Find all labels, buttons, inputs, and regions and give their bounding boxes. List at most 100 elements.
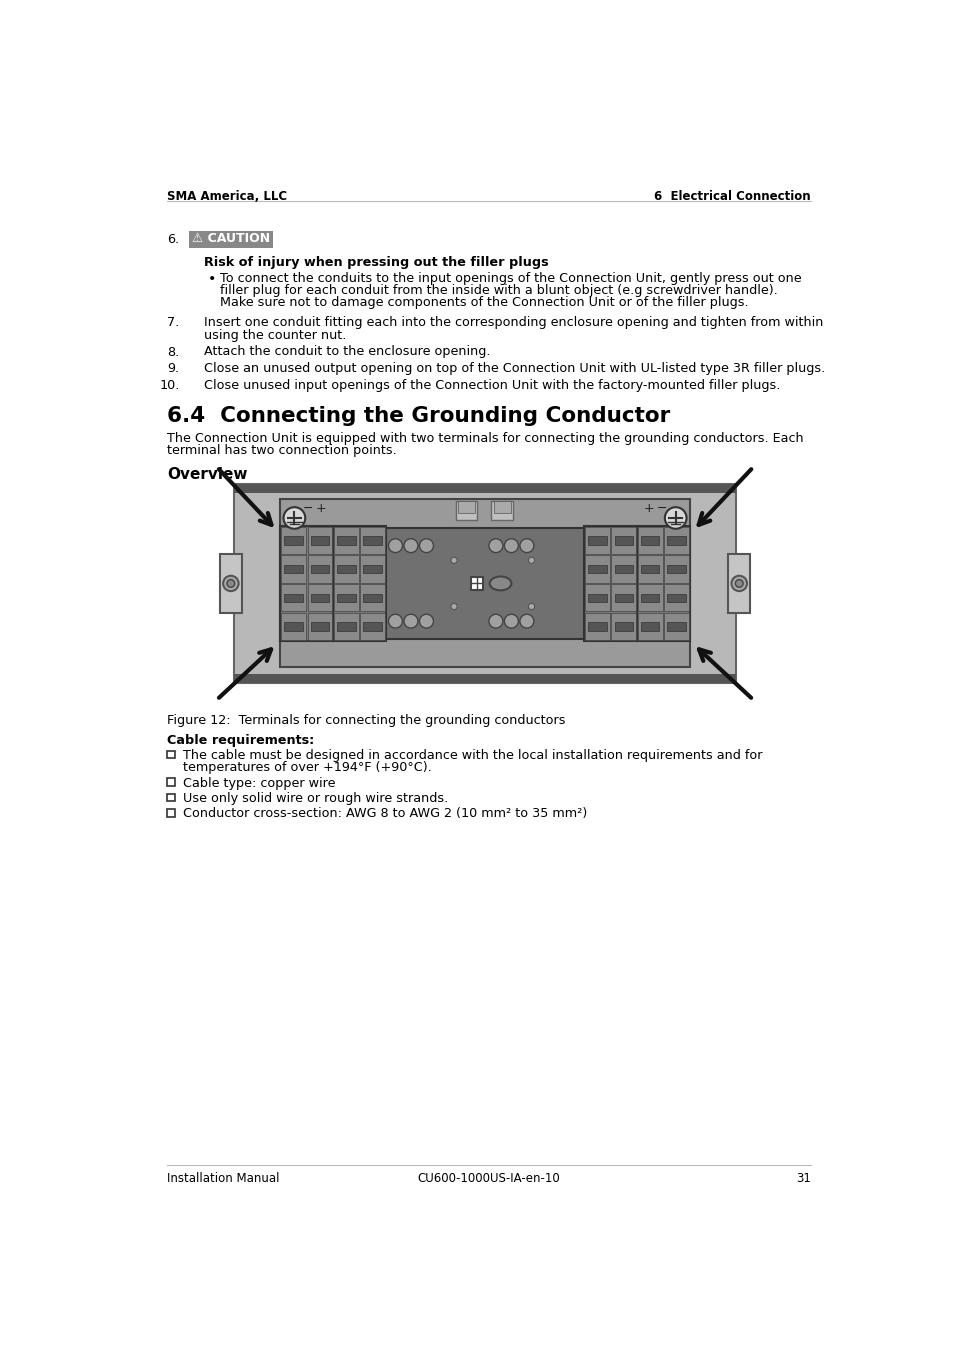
- Text: Use only solid wire or rough wire strands.: Use only solid wire or rough wire strand…: [183, 792, 448, 804]
- Text: Cable requirements:: Cable requirements:: [167, 734, 314, 746]
- Text: 5: 5: [423, 531, 429, 541]
- Text: •: •: [208, 272, 215, 285]
- Text: Risk of injury when pressing out the filler plugs: Risk of injury when pressing out the fil…: [204, 256, 549, 269]
- FancyBboxPatch shape: [334, 584, 358, 611]
- Text: Close an unused output opening on top of the Connection Unit with UL-listed type: Close an unused output opening on top of…: [204, 362, 825, 376]
- FancyBboxPatch shape: [588, 622, 606, 631]
- Text: The cable must be designed in accordance with the local installation requirement: The cable must be designed in accordance…: [183, 749, 761, 763]
- Circle shape: [388, 614, 402, 629]
- Text: 1°: 1°: [391, 531, 399, 541]
- Circle shape: [488, 614, 502, 629]
- Circle shape: [223, 576, 238, 591]
- Circle shape: [419, 538, 433, 553]
- Text: 31: 31: [795, 1172, 810, 1186]
- FancyBboxPatch shape: [281, 584, 306, 611]
- FancyBboxPatch shape: [588, 594, 606, 602]
- FancyBboxPatch shape: [233, 484, 736, 683]
- Text: Installation Manual: Installation Manual: [167, 1172, 279, 1186]
- FancyBboxPatch shape: [360, 584, 385, 611]
- FancyBboxPatch shape: [640, 565, 659, 573]
- Text: using the counter nut.: using the counter nut.: [204, 329, 347, 342]
- FancyBboxPatch shape: [360, 526, 385, 554]
- FancyBboxPatch shape: [614, 535, 633, 545]
- Text: 3°: 3°: [406, 531, 415, 541]
- Text: Insert one conduit fitting each into the corresponding enclosure opening and tig: Insert one conduit fitting each into the…: [204, 316, 823, 330]
- Circle shape: [528, 603, 534, 610]
- FancyBboxPatch shape: [728, 553, 749, 614]
- FancyBboxPatch shape: [363, 535, 381, 545]
- FancyBboxPatch shape: [637, 526, 689, 641]
- FancyBboxPatch shape: [307, 612, 332, 641]
- FancyBboxPatch shape: [663, 526, 688, 554]
- FancyBboxPatch shape: [663, 556, 688, 583]
- FancyBboxPatch shape: [584, 612, 609, 641]
- Ellipse shape: [489, 576, 511, 591]
- FancyBboxPatch shape: [334, 556, 358, 583]
- Circle shape: [403, 614, 417, 629]
- FancyBboxPatch shape: [284, 594, 302, 602]
- Circle shape: [519, 538, 534, 553]
- FancyBboxPatch shape: [666, 594, 685, 602]
- FancyBboxPatch shape: [584, 526, 609, 554]
- FancyBboxPatch shape: [311, 565, 329, 573]
- FancyBboxPatch shape: [640, 622, 659, 631]
- FancyBboxPatch shape: [167, 794, 174, 802]
- Text: Figure 12:  Terminals for connecting the grounding conductors: Figure 12: Terminals for connecting the …: [167, 714, 565, 726]
- Text: +: +: [643, 502, 654, 515]
- FancyBboxPatch shape: [167, 779, 174, 786]
- Text: Conductor cross-section: AWG 8 to AWG 2 (10 mm² to 35 mm²): Conductor cross-section: AWG 8 to AWG 2 …: [183, 807, 586, 821]
- Text: 7.: 7.: [168, 316, 179, 330]
- Text: 6.: 6.: [167, 233, 179, 246]
- Text: ⚠ CAUTION: ⚠ CAUTION: [192, 233, 270, 245]
- FancyBboxPatch shape: [614, 622, 633, 631]
- FancyBboxPatch shape: [333, 526, 385, 641]
- Text: 4°: 4°: [406, 607, 415, 617]
- FancyBboxPatch shape: [311, 622, 329, 631]
- Circle shape: [664, 507, 686, 529]
- FancyBboxPatch shape: [493, 502, 510, 514]
- Text: Cable type: copper wire: Cable type: copper wire: [183, 776, 335, 790]
- Text: 10.: 10.: [159, 380, 179, 392]
- Text: 6  Electrical Connection: 6 Electrical Connection: [653, 191, 810, 203]
- FancyBboxPatch shape: [637, 612, 661, 641]
- Circle shape: [528, 557, 534, 564]
- FancyBboxPatch shape: [307, 526, 332, 554]
- FancyBboxPatch shape: [611, 612, 636, 641]
- Circle shape: [388, 538, 402, 553]
- FancyBboxPatch shape: [167, 808, 174, 817]
- Text: o: o: [493, 541, 497, 550]
- Text: 1°: 1°: [491, 531, 499, 541]
- Text: Attach the conduit to the enclosure opening.: Attach the conduit to the enclosure open…: [204, 346, 491, 358]
- FancyBboxPatch shape: [363, 594, 381, 602]
- Text: To connect the conduits to the input openings of the Connection Unit, gently pre: To connect the conduits to the input ope…: [220, 272, 801, 284]
- Text: 6.4  Connecting the Grounding Conductor: 6.4 Connecting the Grounding Conductor: [167, 406, 670, 426]
- Circle shape: [451, 603, 456, 610]
- FancyBboxPatch shape: [363, 622, 381, 631]
- Text: SMA America, LLC: SMA America, LLC: [167, 191, 287, 203]
- Circle shape: [451, 557, 456, 564]
- FancyBboxPatch shape: [307, 556, 332, 583]
- FancyBboxPatch shape: [663, 612, 688, 641]
- Text: o: o: [508, 541, 514, 550]
- FancyBboxPatch shape: [220, 553, 241, 614]
- Text: The Connection Unit is equipped with two terminals for connecting the grounding : The Connection Unit is equipped with two…: [167, 431, 803, 445]
- FancyBboxPatch shape: [384, 527, 585, 639]
- Text: 4°: 4°: [506, 607, 516, 617]
- FancyBboxPatch shape: [614, 594, 633, 602]
- Circle shape: [519, 614, 534, 629]
- Text: −: −: [303, 502, 314, 515]
- FancyBboxPatch shape: [284, 565, 302, 573]
- FancyBboxPatch shape: [336, 535, 355, 545]
- FancyBboxPatch shape: [588, 565, 606, 573]
- FancyBboxPatch shape: [637, 556, 661, 583]
- FancyBboxPatch shape: [280, 526, 333, 641]
- Text: terminal has two connection points.: terminal has two connection points.: [167, 443, 396, 457]
- FancyBboxPatch shape: [588, 535, 606, 545]
- Text: temperatures of over +194°F (+90°C).: temperatures of over +194°F (+90°C).: [183, 761, 431, 775]
- Text: o: o: [524, 541, 529, 550]
- FancyBboxPatch shape: [336, 565, 355, 573]
- Text: filler plug for each conduit from the inside with a blunt object (e.g screwdrive: filler plug for each conduit from the in…: [220, 284, 777, 297]
- FancyBboxPatch shape: [456, 502, 476, 519]
- FancyBboxPatch shape: [363, 565, 381, 573]
- FancyBboxPatch shape: [666, 622, 685, 631]
